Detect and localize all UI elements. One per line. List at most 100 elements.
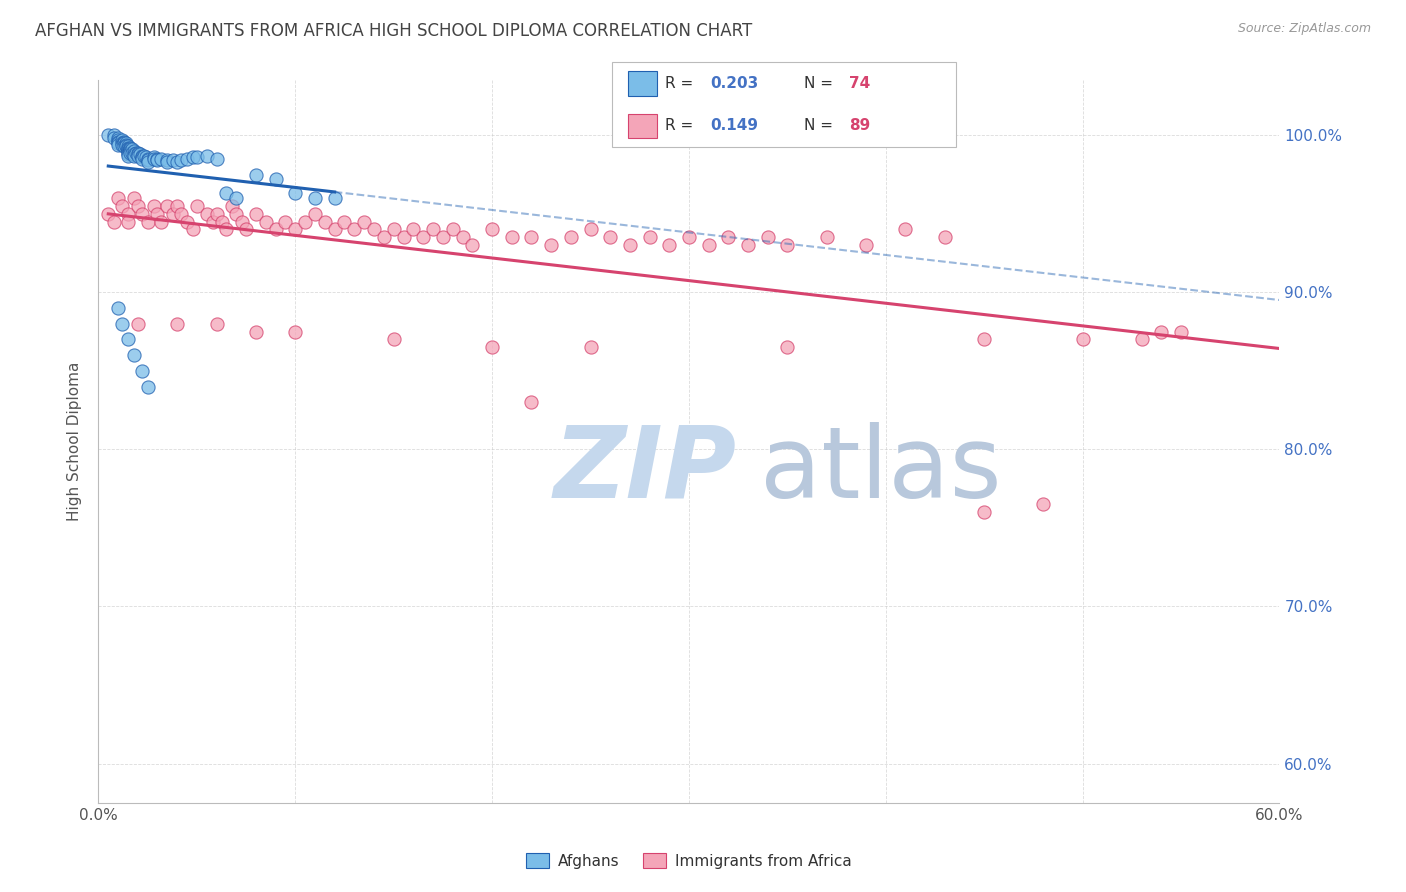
Point [162, 207, 184, 221]
Point [264, 222, 287, 236]
Point [131, 207, 153, 221]
Point [125, 145, 148, 160]
Point [304, 207, 326, 221]
Point [678, 230, 700, 244]
Text: R =: R = [665, 119, 699, 134]
Point [181, 150, 204, 164]
Point [333, 214, 356, 228]
Point [131, 364, 153, 378]
Point [142, 150, 165, 164]
Point [127, 147, 149, 161]
Point [111, 137, 134, 152]
Point [776, 238, 799, 252]
Point [131, 149, 153, 163]
Point [737, 238, 759, 252]
Point [323, 222, 346, 236]
Text: R =: R = [665, 76, 699, 91]
Point [392, 230, 415, 244]
Point [117, 144, 139, 158]
Point [131, 152, 153, 166]
Point [195, 207, 218, 221]
Point [314, 214, 336, 228]
Point [1071, 333, 1094, 347]
Point [118, 141, 141, 155]
Point [422, 222, 444, 236]
Point [205, 207, 228, 221]
Point [111, 133, 134, 147]
Point [343, 222, 366, 236]
Point [127, 317, 149, 331]
Point [1032, 497, 1054, 511]
Text: 89: 89 [849, 119, 870, 134]
Point [122, 149, 145, 163]
Point [146, 207, 169, 221]
Point [103, 131, 125, 145]
Point [111, 317, 134, 331]
Point [402, 222, 425, 236]
Point [186, 199, 208, 213]
Point [166, 317, 188, 331]
Point [245, 207, 267, 221]
Point [284, 186, 307, 201]
Point [697, 238, 720, 252]
Point [176, 214, 198, 228]
Point [142, 199, 165, 213]
Point [127, 149, 149, 163]
Point [540, 238, 562, 252]
Point [118, 142, 141, 156]
Point [117, 145, 139, 160]
Point [115, 136, 138, 150]
Point [1130, 333, 1153, 347]
Point [176, 152, 198, 166]
Point [166, 199, 188, 213]
Point [579, 340, 602, 354]
Point [132, 149, 155, 163]
Point [599, 230, 621, 244]
Point [107, 131, 129, 145]
Point [111, 199, 134, 213]
Point [205, 317, 228, 331]
Point [579, 222, 602, 236]
Point [150, 214, 173, 228]
Text: Source: ZipAtlas.com: Source: ZipAtlas.com [1237, 22, 1371, 36]
Point [373, 230, 395, 244]
Point [756, 230, 779, 244]
Point [166, 155, 188, 169]
Point [112, 136, 135, 150]
Point [121, 142, 143, 156]
Point [162, 153, 184, 168]
Point [136, 214, 159, 228]
Point [432, 230, 454, 244]
Point [215, 222, 238, 236]
Point [156, 153, 179, 168]
Point [520, 230, 543, 244]
Y-axis label: High School Diploma: High School Diploma [67, 362, 83, 521]
Point [304, 191, 326, 205]
Point [111, 136, 134, 150]
Point [245, 168, 267, 182]
Point [142, 152, 165, 166]
Point [146, 153, 169, 168]
Point [211, 214, 233, 228]
Point [225, 207, 247, 221]
Point [121, 145, 143, 160]
Legend: Afghans, Immigrants from Africa: Afghans, Immigrants from Africa [520, 847, 858, 875]
Point [235, 222, 257, 236]
Point [117, 139, 139, 153]
Point [97, 128, 120, 143]
Point [323, 191, 346, 205]
Point [156, 199, 179, 213]
Point [1170, 325, 1192, 339]
Point [481, 222, 503, 236]
Point [201, 214, 224, 228]
Point [170, 207, 193, 221]
Point [150, 152, 173, 166]
Point [501, 230, 523, 244]
Point [451, 230, 474, 244]
Point [117, 149, 139, 163]
Point [117, 141, 139, 155]
Point [363, 222, 385, 236]
Point [117, 142, 139, 156]
Point [382, 333, 405, 347]
Point [284, 325, 307, 339]
